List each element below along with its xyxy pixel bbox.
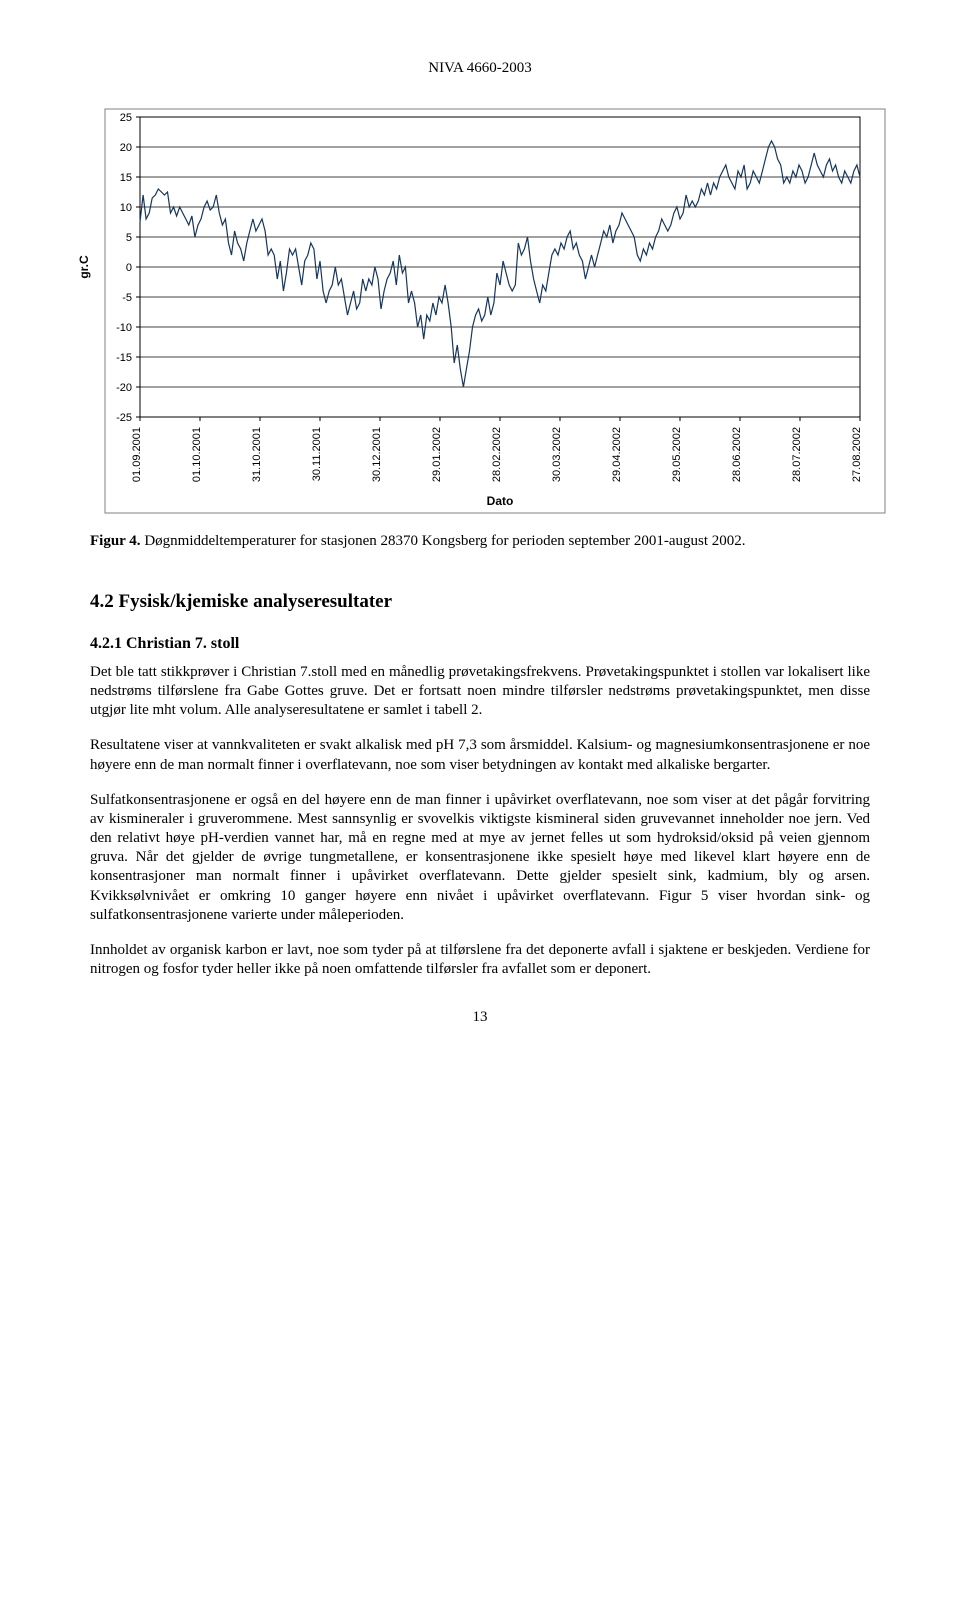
svg-text:28.06.2002: 28.06.2002 xyxy=(731,427,743,482)
svg-text:29.04.2002: 29.04.2002 xyxy=(611,427,623,482)
paragraph-4: Innholdet av organisk karbon er lavt, no… xyxy=(90,941,870,979)
svg-text:-25: -25 xyxy=(116,412,132,424)
page-number: 13 xyxy=(90,1009,870,1026)
svg-text:0: 0 xyxy=(126,262,132,274)
svg-text:27.08.2002: 27.08.2002 xyxy=(851,427,863,482)
figure-4-caption-text: Døgnmiddeltemperaturer for stasjonen 283… xyxy=(141,533,746,549)
figure-4-caption-prefix: Figur 4. xyxy=(90,533,141,549)
svg-text:29.05.2002: 29.05.2002 xyxy=(671,427,683,482)
heading-4-2-1: 4.2.1 Christian 7. stoll xyxy=(90,635,870,653)
svg-text:30.12.2001: 30.12.2001 xyxy=(371,427,383,482)
paragraph-3: Sulfatkonsentrasjonene er også en del hø… xyxy=(90,791,870,925)
svg-text:28.02.2002: 28.02.2002 xyxy=(491,427,503,482)
figure-4-chart: -25 -20 -15 -10 -5 0 5 10 15 20 25 01.09.2001 01.10.… xyxy=(70,107,870,522)
svg-text:29.01.2002: 29.01.2002 xyxy=(431,427,443,482)
figure-4-caption: Figur 4. Døgnmiddeltemperaturer for stas… xyxy=(90,532,870,551)
doc-header: NIVA 4660-2003 xyxy=(90,60,870,77)
svg-text:5: 5 xyxy=(126,232,132,244)
paragraph-1: Det ble tatt stikkprøver i Christian 7.s… xyxy=(90,663,870,721)
heading-4-2: 4.2 Fysisk/kjemiske analyseresultater xyxy=(90,591,870,613)
svg-text:20: 20 xyxy=(120,142,132,154)
svg-text:01.09.2001: 01.09.2001 xyxy=(131,427,143,482)
svg-text:31.10.2001: 31.10.2001 xyxy=(251,427,263,482)
svg-text:Dato: Dato xyxy=(487,494,514,508)
svg-text:28.07.2002: 28.07.2002 xyxy=(791,427,803,482)
svg-text:gr.C: gr.C xyxy=(77,255,91,279)
svg-text:01.10.2001: 01.10.2001 xyxy=(191,427,203,482)
paragraph-2: Resultatene viser at vannkvaliteten er s… xyxy=(90,736,870,774)
svg-text:15: 15 xyxy=(120,172,132,184)
svg-text:-5: -5 xyxy=(122,292,132,304)
svg-text:30.11.2001: 30.11.2001 xyxy=(311,427,323,481)
svg-text:30.03.2002: 30.03.2002 xyxy=(551,427,563,482)
svg-text:25: 25 xyxy=(120,112,132,124)
svg-text:-10: -10 xyxy=(116,322,132,334)
svg-text:-15: -15 xyxy=(116,352,132,364)
svg-text:-20: -20 xyxy=(116,382,132,394)
svg-text:10: 10 xyxy=(120,202,132,214)
